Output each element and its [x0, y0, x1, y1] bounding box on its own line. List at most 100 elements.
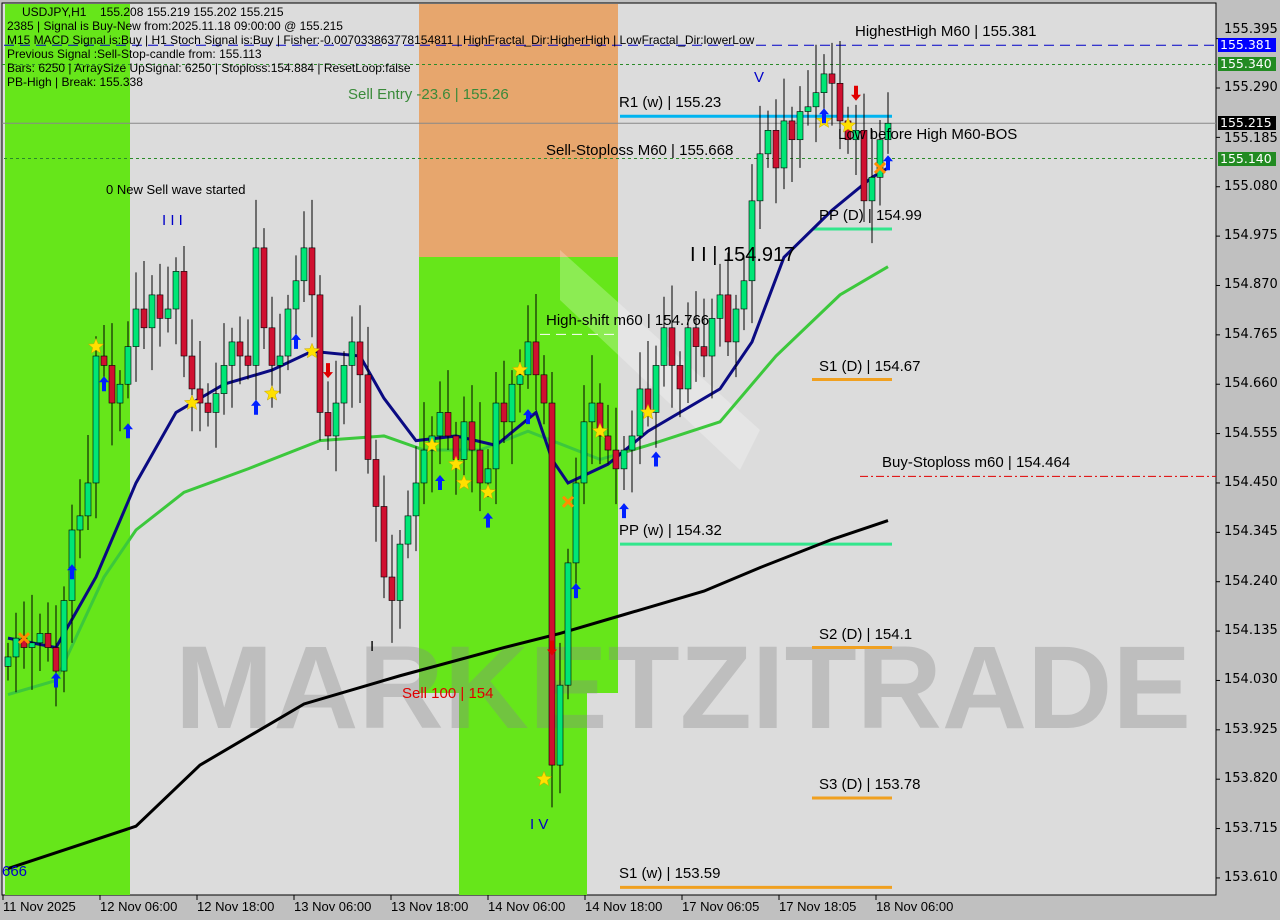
- candle: [748, 164, 756, 324]
- candle-body: [380, 506, 388, 578]
- star-signal-icon: [447, 455, 465, 472]
- candle: [172, 257, 180, 345]
- candle: [620, 435, 628, 491]
- candle-body: [364, 374, 372, 460]
- y-tick-label: 155.290: [1224, 80, 1278, 95]
- x-tick-label: 18 Nov 06:00: [876, 899, 954, 914]
- candle-body: [700, 346, 708, 357]
- candle: [324, 381, 332, 451]
- candle-body: [564, 562, 572, 686]
- buy-zone: [459, 693, 587, 895]
- candle: [660, 296, 668, 387]
- candle: [132, 272, 140, 382]
- candle: [532, 293, 540, 411]
- candle-body: [820, 73, 828, 94]
- candle: [524, 305, 532, 389]
- wave-label: I I I: [162, 212, 183, 230]
- candle: [852, 104, 860, 175]
- x-tick-label: 13 Nov 06:00: [294, 899, 372, 914]
- candle-body: [868, 177, 876, 202]
- candle-body: [324, 412, 332, 437]
- star-signal-icon: [839, 116, 857, 133]
- moving-average-line: [7, 519, 889, 870]
- price-tag: 155.215: [1218, 116, 1276, 131]
- candle-body: [180, 271, 188, 357]
- y-tick-label: 153.715: [1224, 820, 1278, 836]
- candle: [436, 381, 444, 465]
- candle-body: [604, 435, 612, 451]
- candle: [828, 42, 836, 126]
- candle: [580, 385, 588, 505]
- candle-body: [388, 576, 396, 601]
- x-tick-label: 17 Nov 06:05: [682, 899, 760, 914]
- x-tick-label: 12 Nov 18:00: [197, 899, 275, 914]
- up-signal-icon: [651, 451, 661, 467]
- candle-body: [220, 365, 228, 394]
- candle-body: [100, 355, 108, 366]
- candle: [764, 110, 772, 168]
- candle: [508, 370, 516, 465]
- star-signal-icon: [511, 361, 529, 378]
- candle-body: [332, 402, 340, 437]
- candle-body: [580, 421, 588, 484]
- candle-body: [348, 341, 356, 366]
- candle: [820, 54, 828, 114]
- star-signal-icon: [423, 436, 441, 453]
- candle-body: [276, 355, 284, 366]
- x-signal-icon: [561, 495, 575, 508]
- candle: [420, 402, 428, 505]
- y-tick-label: 154.450: [1224, 474, 1278, 490]
- candle-body: [588, 402, 596, 423]
- candle-body: [788, 120, 796, 141]
- candle: [444, 370, 452, 451]
- x-signal-icon: [873, 161, 887, 174]
- y-tick-label: 153.820: [1224, 771, 1278, 787]
- candle: [868, 129, 876, 244]
- down-signal-icon: [851, 85, 861, 101]
- candle: [356, 305, 364, 404]
- candle: [716, 263, 724, 347]
- candle: [124, 321, 132, 399]
- wave-label: 666: [2, 863, 28, 881]
- candle-body: [436, 412, 444, 437]
- level-label: High-shift m60 | 154.766: [546, 312, 710, 330]
- candle: [796, 86, 804, 168]
- candle: [860, 93, 868, 223]
- level-label: PP (w) | 154.32: [619, 522, 722, 540]
- star-signal-icon: [263, 384, 281, 401]
- candle-body: [204, 402, 212, 413]
- candle-body: [764, 130, 772, 155]
- candle: [788, 106, 796, 183]
- candle-body: [684, 327, 692, 390]
- y-tick-label: 153.925: [1224, 721, 1278, 737]
- sell-zone: [419, 4, 618, 257]
- candle-body: [36, 633, 44, 644]
- star-signal-icon: [183, 394, 201, 411]
- candle: [244, 319, 252, 380]
- y-tick-label: 154.660: [1224, 376, 1278, 392]
- candle: [188, 319, 196, 432]
- candle: [52, 605, 60, 707]
- level-label: S1 (D) | 154.67: [819, 357, 921, 375]
- candle: [756, 105, 764, 230]
- candle: [228, 327, 236, 408]
- candle: [204, 383, 212, 427]
- y-tick-label: 154.975: [1224, 228, 1278, 244]
- candle-body: [876, 139, 884, 178]
- candle-body: [188, 355, 196, 390]
- candle-body: [660, 327, 668, 366]
- star-signal-icon: [479, 483, 497, 500]
- candle: [652, 345, 660, 448]
- price-tag: 155.140: [1218, 151, 1276, 166]
- candle: [372, 439, 380, 542]
- indicator-line: M15 MACD Signal is:Buy | H1 Stoch Signal…: [7, 33, 755, 47]
- candle-body: [532, 341, 540, 376]
- candle: [260, 228, 268, 349]
- candle-body: [148, 294, 156, 329]
- up-signal-icon: [291, 333, 301, 349]
- candle-body: [372, 459, 380, 507]
- candle: [476, 402, 484, 512]
- up-signal-icon: [883, 155, 893, 171]
- bars-line: Bars: 6250 | ArraySize UpSignal: 6250 | …: [7, 61, 411, 75]
- y-tick-label: 154.030: [1224, 672, 1278, 688]
